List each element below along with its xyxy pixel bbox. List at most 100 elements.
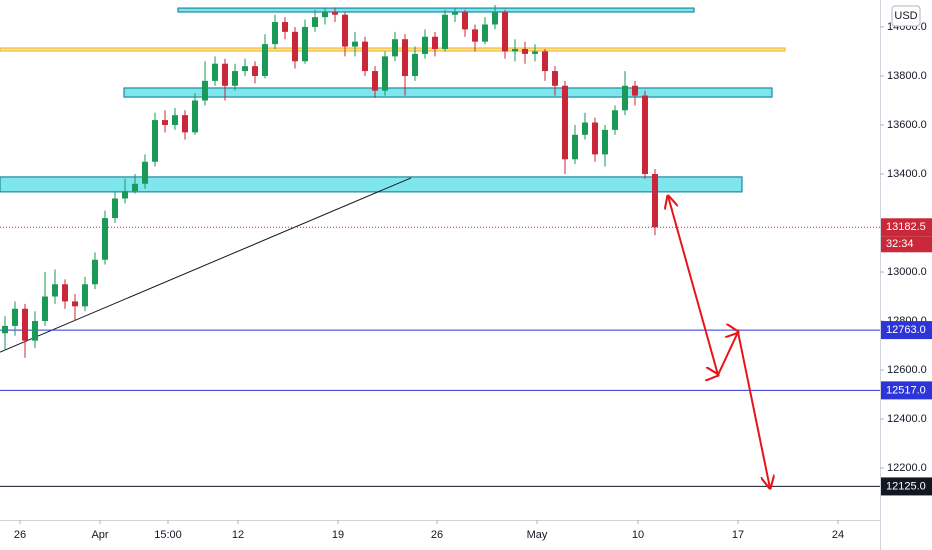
candle-body bbox=[92, 259, 98, 285]
x-tick-label: 15:00 bbox=[154, 529, 182, 541]
level-label: 12517.0 bbox=[886, 384, 926, 396]
candle-body bbox=[32, 321, 38, 341]
candle-body bbox=[182, 115, 188, 133]
candle-body bbox=[532, 51, 538, 54]
candle-body bbox=[72, 301, 78, 307]
candle-body bbox=[382, 56, 388, 91]
candle-body bbox=[592, 122, 598, 155]
x-tick-label: 17 bbox=[732, 529, 744, 541]
candle-body bbox=[502, 12, 508, 52]
candle-body bbox=[302, 26, 308, 62]
candle-body bbox=[472, 29, 478, 42]
countdown: 32:34 bbox=[886, 238, 914, 250]
candle-body bbox=[482, 24, 488, 42]
y-tick-label: 12600.0 bbox=[887, 364, 927, 376]
candle-body bbox=[582, 122, 588, 135]
candle-body bbox=[282, 22, 288, 32]
candle-body bbox=[52, 284, 58, 297]
candle-body bbox=[192, 100, 198, 133]
zone bbox=[177, 7, 695, 13]
y-tick-label: 12400.0 bbox=[887, 413, 927, 425]
candle-body bbox=[562, 85, 568, 160]
y-tick-label: 13000.0 bbox=[887, 266, 927, 278]
x-tick-label: 10 bbox=[632, 529, 644, 541]
x-tick-label: 12 bbox=[232, 529, 244, 541]
candle-body bbox=[62, 284, 68, 302]
trendline bbox=[0, 177, 412, 353]
candle-body bbox=[132, 183, 138, 192]
candle-body bbox=[402, 39, 408, 76]
candle-body bbox=[552, 71, 558, 86]
candle-body bbox=[522, 49, 528, 54]
level-label-box bbox=[881, 381, 932, 400]
x-tick-label: 24 bbox=[832, 529, 844, 541]
candle-body bbox=[162, 120, 168, 125]
y-tick-label: 13800.0 bbox=[887, 70, 927, 82]
candle-body bbox=[342, 14, 348, 47]
candle-body bbox=[432, 36, 438, 50]
candle-body bbox=[272, 22, 278, 45]
candle-body bbox=[22, 308, 28, 341]
currency: USD bbox=[894, 10, 917, 22]
x-tick-label: 26 bbox=[14, 529, 26, 541]
candle-body bbox=[292, 31, 298, 62]
candle-body bbox=[422, 36, 428, 54]
candle-body bbox=[332, 12, 338, 15]
y-tick-label: 13400.0 bbox=[887, 168, 927, 180]
zone bbox=[0, 176, 743, 193]
y-tick-label: 12200.0 bbox=[887, 462, 927, 474]
candle-body bbox=[82, 284, 88, 307]
x-tick-label: May bbox=[527, 529, 548, 541]
candle-body bbox=[512, 49, 518, 52]
candle-body bbox=[352, 41, 358, 47]
x-tick-label: 19 bbox=[332, 529, 344, 541]
candle-body bbox=[652, 173, 658, 228]
candle-body bbox=[392, 39, 398, 57]
candle-body bbox=[142, 161, 148, 184]
candle-body bbox=[232, 71, 238, 86]
candle-body bbox=[262, 44, 268, 76]
candle-body bbox=[12, 308, 18, 326]
candle-body bbox=[412, 53, 418, 76]
candle-body bbox=[222, 63, 228, 86]
candle-body bbox=[572, 134, 578, 160]
candle-body bbox=[252, 66, 258, 76]
projection-path bbox=[668, 196, 770, 488]
candle-body bbox=[602, 129, 608, 155]
zone bbox=[123, 87, 773, 98]
countdown-box bbox=[881, 236, 932, 253]
candle-body bbox=[122, 191, 128, 199]
candle-body bbox=[202, 80, 208, 101]
candle-body bbox=[112, 198, 118, 219]
candle-body bbox=[152, 120, 158, 162]
candle-body bbox=[212, 63, 218, 81]
candle-body bbox=[172, 115, 178, 125]
candle-body bbox=[642, 95, 648, 174]
x-tick-label: Apr bbox=[91, 529, 108, 541]
candle-body bbox=[372, 71, 378, 91]
currency-box bbox=[891, 5, 921, 27]
candle-body bbox=[542, 51, 548, 72]
candle-body bbox=[312, 17, 318, 27]
candle-body bbox=[362, 41, 368, 72]
level-label-box bbox=[881, 477, 932, 496]
candle-body bbox=[492, 12, 498, 25]
last-price-label: 13182.5 bbox=[886, 221, 926, 233]
candle-body bbox=[632, 85, 638, 96]
level-label: 12763.0 bbox=[886, 324, 926, 336]
x-tick-label: 26 bbox=[431, 529, 443, 541]
y-tick-label: 13600.0 bbox=[887, 119, 927, 131]
level-label: 12125.0 bbox=[886, 480, 926, 492]
candle-body bbox=[612, 110, 618, 130]
candle-body bbox=[622, 85, 628, 111]
candle-body bbox=[442, 14, 448, 50]
candle-body bbox=[322, 12, 328, 18]
candle-body bbox=[42, 296, 48, 322]
level-label-box bbox=[881, 321, 932, 340]
candle-body bbox=[462, 12, 468, 30]
candle-body bbox=[2, 325, 8, 334]
candle-body bbox=[452, 12, 458, 15]
candle-body bbox=[102, 218, 108, 260]
